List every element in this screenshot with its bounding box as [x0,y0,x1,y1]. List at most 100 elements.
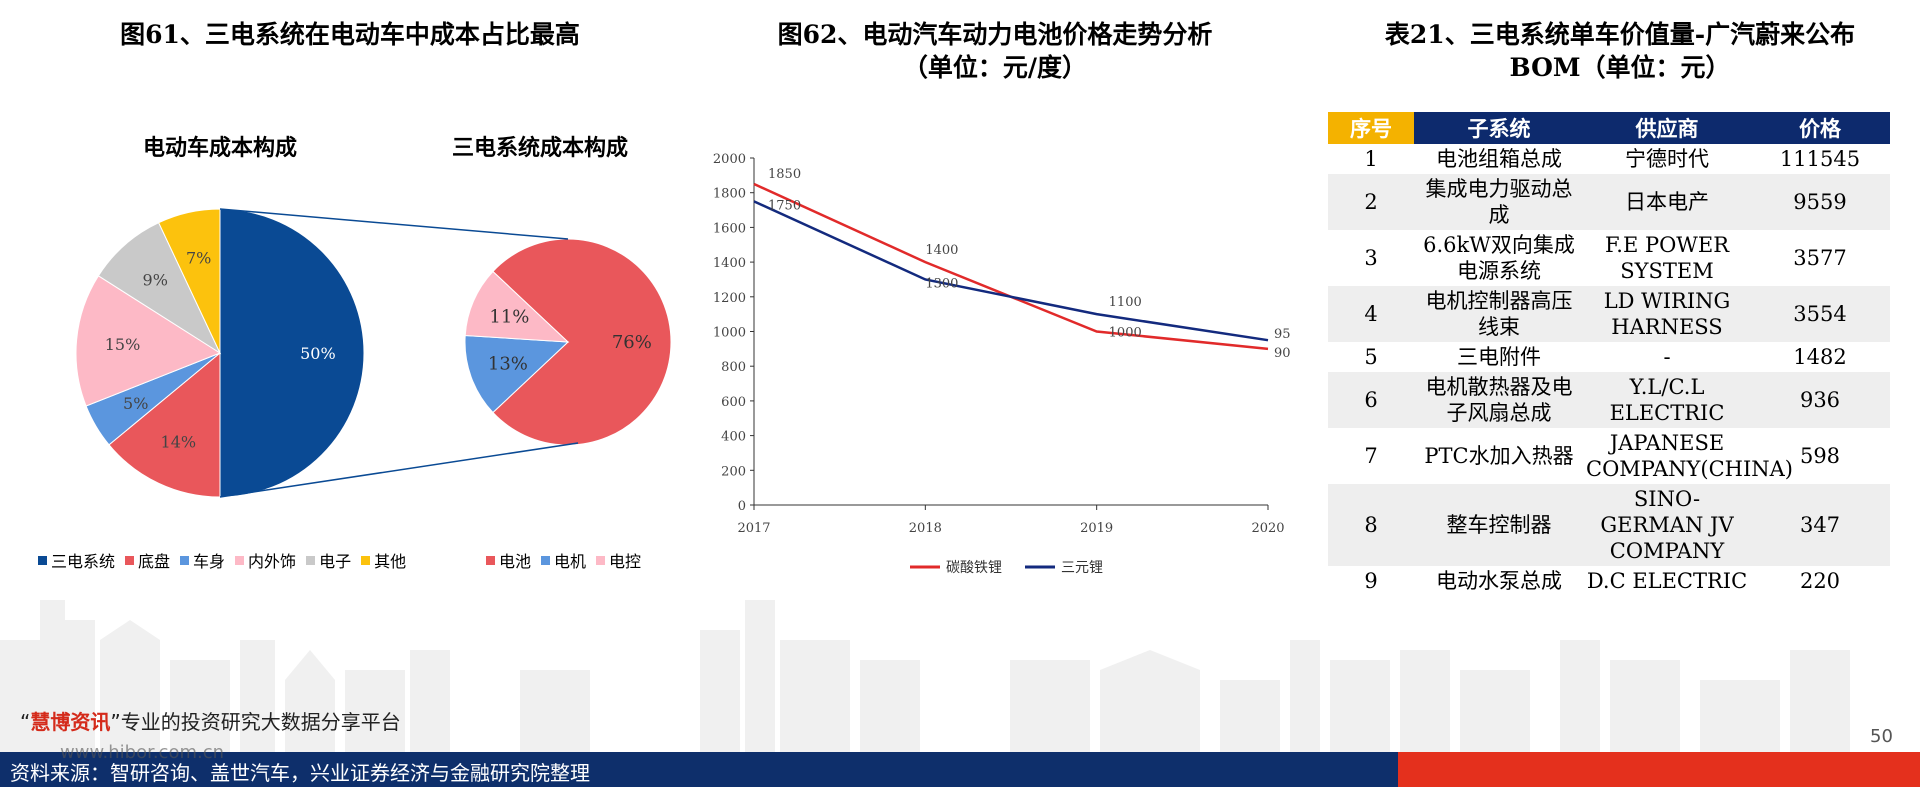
data-label: 1300 [925,276,958,291]
x-tick-label: 2017 [737,521,770,536]
cell-subsystem: 6.6kW双向集成电源系统 [1423,233,1575,283]
cell-supplier: F.E POWER SYSTEM [1604,233,1730,283]
data-label: 1000 [1109,326,1142,341]
pie-slice-label: 50% [300,344,336,363]
legend-swatch [306,555,316,565]
cell-subsystem: 电动水泵总成 [1436,569,1562,593]
cell-price: 3577 [1793,246,1847,270]
pie-slice [108,351,221,498]
y-tick-label: 1800 [713,187,746,202]
fig61-title: 图61、三电系统在电动车中成本占比最高 [120,20,580,49]
pie-left-subtitle: 电动车成本构成 [142,135,297,161]
battery-price-line-chart: 0 200 400 600 800 1000 1200 1400 1600 1800 2000 201… [713,152,1290,576]
fig62-title-line1: 图62、电动汽车动力电池价格走势分析 [777,20,1213,49]
table-row: 3 6.6kW双向集成电源系统 F.E POWER SYSTEM 3577 [1328,230,1890,286]
y-tick-label: 1000 [713,326,746,341]
cell-no: 6 [1328,372,1414,428]
header-subsystem: 子系统 [1414,112,1584,144]
pie-slice-label: 9% [143,271,168,290]
x-tick-label: 2020 [1251,521,1284,536]
table-row: 1 电池组箱总成 宁德时代 111545 [1328,144,1890,174]
watermark-brand: 慧博资讯 [30,710,111,734]
y-tick-label: 1400 [713,256,746,271]
cell-supplier: Y.L/C.L ELECTRIC [1584,372,1750,428]
cell-supplier: D.C ELECTRIC [1586,569,1748,593]
header-supplier: 供应商 [1584,112,1750,144]
legend-label: 电子 [319,552,352,571]
cell-no: 8 [1328,484,1414,566]
watermark-rest: ”专业的投资研究大数据分享平台 [110,710,401,734]
pie-slice [464,270,570,343]
tab21-title: 表21、三电系统单车价值量-广汽蔚来公布 BOM（单位：元） [1330,18,1910,84]
cell-price: 598 [1799,444,1841,468]
pie-slice-label: 7% [186,248,211,267]
cell-price: 347 [1750,484,1890,566]
cell-subsystem: 集成电力驱动总成 [1414,174,1584,230]
pie-slice-label: 11% [489,307,529,328]
pie-slice-label: 14% [161,433,197,452]
data-label: 1750 [768,198,801,213]
pie-slice [158,208,221,354]
legend-label: 碳酸铁锂 [946,560,1002,576]
connector-line-bottom [219,442,579,498]
pie-slice [492,238,672,446]
legend-label: 电池 [499,552,532,571]
legend-swatch [125,555,135,565]
cell-price: 1482 [1793,345,1847,369]
source-note: 资料来源：智研咨询、盖世汽车，兴业证券经济与金融研究院整理 [10,761,590,785]
cell-supplier: - [1663,345,1671,369]
pie-slice-label: 13% [488,354,528,375]
bom-table: 序号 子系统 供应商 价格 1 电池组箱总成 宁德时代 111545 2 集成电力驱动总成… [1328,112,1890,596]
table-row: 7 PTC水加入热器 JAPANESE COMPANY(CHINA) 598 [1328,428,1890,484]
cell-price: 220 [1799,569,1841,593]
cell-supplier: JAPANESE COMPANY(CHINA) [1586,431,1793,481]
tab21-title-line1: 表21、三电系统单车价值量-广汽蔚来公布 [1384,20,1856,49]
bom-table-wrapper: 序号 子系统 供应商 价格 1 电池组箱总成 宁德时代 111545 2 集成电力驱动总成… [1328,112,1890,596]
cell-no: 7 [1364,444,1378,468]
legend-label: 车身 [193,552,226,571]
y-tick-label: 400 [721,430,746,445]
legend-item: 内外饰 [235,548,296,572]
y-tick-label: 1200 [713,291,746,306]
data-label: 1400 [925,243,958,258]
cell-price: 9559 [1750,174,1890,230]
table-header-row: 序号 子系统 供应商 价格 [1328,112,1890,144]
x-tick-label: 2018 [909,521,942,536]
cell-price: 936 [1750,372,1890,428]
watermark-quote-open: “ [20,710,31,734]
cell-subsystem: 整车控制器 [1414,484,1584,566]
table-row: 6 电机散热器及电子风扇总成 Y.L/C.L ELECTRIC 936 [1328,372,1890,428]
header-price: 价格 [1750,112,1890,144]
cell-supplier: LD WIRING HARNESS [1584,286,1750,342]
data-label: 1850 [768,167,801,182]
pie-charts: 50% 14% 5% 15% 9% 7% 76% 13% 11% [75,208,672,498]
legend-label: 三元锂 [1061,560,1103,576]
footer-accent [1398,752,1920,787]
legend-swatch [235,555,245,565]
cell-subsystem: 电机控制器高压线束 [1414,286,1584,342]
legend-swatch [486,555,495,565]
table-row: 2 集成电力驱动总成 日本电产 9559 [1328,174,1890,230]
table-row: 8 整车控制器 SINO-GERMAN JV COMPANY 347 [1328,484,1890,566]
cell-no: 9 [1364,569,1378,593]
y-tick-label: 800 [721,360,746,375]
watermark-url: www.hibor.com.cn [60,742,225,763]
legend-item: 其他 [361,548,406,572]
watermark-slogan: “慧博资讯”专业的投资研究大数据分享平台 [20,706,401,735]
y-tick-label: 2000 [713,152,746,167]
header-no: 序号 [1328,112,1414,144]
pie-slice-label: 76% [612,332,652,353]
cell-price: 3554 [1750,286,1890,342]
legend-label: 其他 [374,552,407,571]
cell-subsystem: 电池组箱总成 [1436,147,1562,171]
fig62-title: 图62、电动汽车动力电池价格走势分析 （单位：元/度） [730,18,1260,84]
data-label: 1100 [1109,295,1142,310]
series-line [753,182,1269,351]
y-tick-label: 200 [721,464,746,479]
y-tick-label: 600 [721,395,746,410]
legend-item: 底盘 [125,548,170,572]
legend-item: 电池 [486,548,531,572]
pie-left-legend: 三电系统 底盘 车身 内外饰 电子 其他 [38,548,416,572]
table-row: 9 电动水泵总成 D.C ELECTRIC 220 [1328,566,1890,596]
